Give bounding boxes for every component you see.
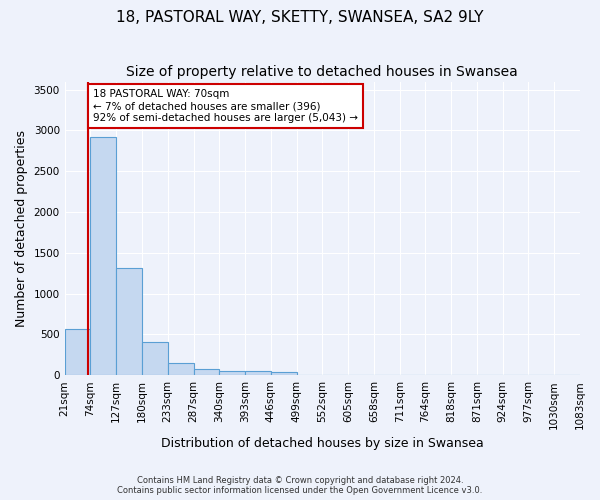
X-axis label: Distribution of detached houses by size in Swansea: Distribution of detached houses by size … bbox=[161, 437, 484, 450]
Text: 18 PASTORAL WAY: 70sqm
← 7% of detached houses are smaller (396)
92% of semi-det: 18 PASTORAL WAY: 70sqm ← 7% of detached … bbox=[93, 90, 358, 122]
Bar bbox=[193, 368, 219, 375]
Bar bbox=[142, 342, 168, 375]
Bar bbox=[65, 328, 91, 375]
Bar bbox=[271, 372, 296, 375]
Text: Contains HM Land Registry data © Crown copyright and database right 2024.
Contai: Contains HM Land Registry data © Crown c… bbox=[118, 476, 482, 495]
Bar bbox=[219, 370, 245, 375]
Title: Size of property relative to detached houses in Swansea: Size of property relative to detached ho… bbox=[127, 65, 518, 79]
Text: 18, PASTORAL WAY, SKETTY, SWANSEA, SA2 9LY: 18, PASTORAL WAY, SKETTY, SWANSEA, SA2 9… bbox=[116, 10, 484, 25]
Bar bbox=[245, 371, 271, 375]
Bar bbox=[116, 268, 142, 375]
Y-axis label: Number of detached properties: Number of detached properties bbox=[15, 130, 28, 327]
Bar bbox=[168, 362, 193, 375]
Bar bbox=[91, 137, 116, 375]
